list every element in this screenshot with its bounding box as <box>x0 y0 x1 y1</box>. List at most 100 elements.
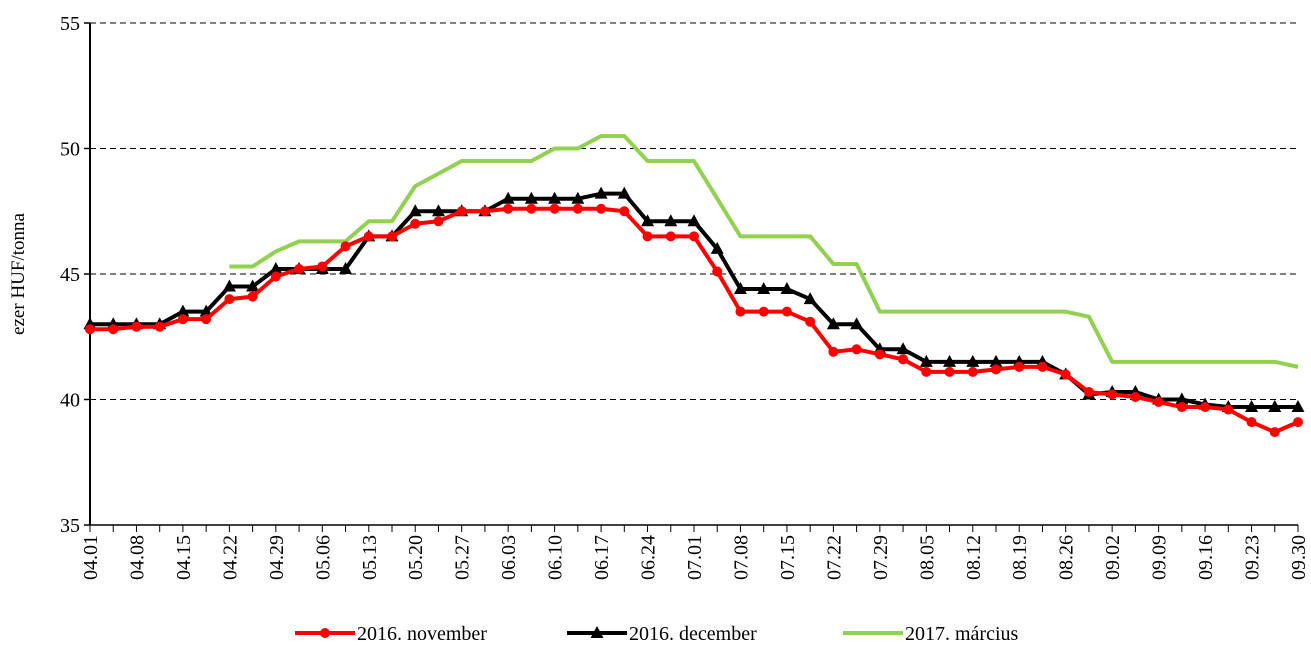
data-point <box>944 366 955 377</box>
data-point <box>1130 391 1141 402</box>
data-point <box>1014 361 1025 372</box>
x-tick-label: 09.09 <box>1149 535 1171 580</box>
x-tick-label: 09.30 <box>1288 535 1310 580</box>
x-tick-label: 07.15 <box>777 535 799 580</box>
data-point <box>1083 386 1094 397</box>
data-point <box>410 218 421 229</box>
x-tick-label: 08.05 <box>916 535 938 580</box>
y-axis-label: ezer HUF/tonna <box>8 213 29 335</box>
y-tick-label: 50 <box>60 139 80 161</box>
series-line <box>90 206 1299 435</box>
data-point <box>1153 397 1164 408</box>
data-point <box>712 266 723 277</box>
data-point <box>222 279 236 292</box>
data-point <box>989 354 1003 367</box>
data-point <box>131 321 142 332</box>
data-point <box>850 317 864 330</box>
legend-marker <box>590 626 604 638</box>
data-point <box>851 344 862 355</box>
y-tick-label: 35 <box>60 515 80 537</box>
data-point <box>479 206 490 217</box>
data-point <box>919 354 933 367</box>
data-point <box>1293 417 1303 428</box>
series-line <box>229 133 1299 369</box>
data-point <box>1107 389 1118 400</box>
data-point <box>85 324 95 335</box>
data-point <box>1269 427 1280 438</box>
x-tick-label: 04.29 <box>266 535 288 580</box>
data-point <box>1223 404 1234 415</box>
data-point <box>803 292 817 305</box>
data-point <box>269 261 283 274</box>
data-point <box>781 306 792 317</box>
x-tick-label: 07.22 <box>823 535 845 580</box>
y-tick-label: 55 <box>60 13 80 35</box>
x-tick-label: 07.29 <box>870 535 892 580</box>
data-point <box>1245 400 1259 413</box>
x-tick-label: 05.27 <box>452 535 474 580</box>
x-tick-label: 06.10 <box>545 535 567 580</box>
data-point <box>874 349 885 360</box>
x-tick-label: 09.23 <box>1242 535 1264 580</box>
x-tick-label: 05.13 <box>359 535 381 580</box>
x-tick-label: 09.16 <box>1195 535 1217 580</box>
data-point <box>572 203 583 214</box>
data-point <box>617 186 631 199</box>
legend-label: 2016. december <box>629 623 757 645</box>
data-point <box>1176 402 1187 413</box>
x-tick-label: 04.22 <box>219 535 241 580</box>
series-markers <box>85 203 1303 438</box>
x-tick-label: 06.24 <box>638 535 660 580</box>
data-point <box>967 366 978 377</box>
data-point <box>665 231 676 242</box>
y-tick-label: 45 <box>60 264 80 286</box>
y-tick-label: 40 <box>60 390 80 412</box>
data-point <box>387 231 397 242</box>
x-tick-label: 07.08 <box>730 535 752 580</box>
data-point <box>966 354 980 367</box>
data-point <box>896 342 910 355</box>
data-point <box>176 304 190 317</box>
data-point <box>758 306 769 317</box>
data-point <box>689 231 699 242</box>
data-point <box>433 216 444 227</box>
x-tick-label: 07.01 <box>684 535 706 580</box>
data-point <box>408 204 422 217</box>
data-point <box>641 214 655 227</box>
data-point <box>154 321 165 332</box>
legend-marker <box>320 628 330 638</box>
x-tick-label: 04.08 <box>126 535 148 580</box>
data-point <box>201 314 212 325</box>
data-point <box>339 261 353 274</box>
data-point <box>828 346 839 357</box>
data-point <box>619 206 630 217</box>
data-point <box>1246 417 1257 428</box>
data-point <box>1175 392 1189 405</box>
data-point <box>177 314 188 325</box>
data-point <box>1268 400 1282 413</box>
data-point <box>991 364 1001 375</box>
data-point <box>1037 361 1048 372</box>
data-point <box>1060 369 1071 380</box>
data-point <box>664 214 678 227</box>
legend-label: 2017. március <box>905 623 1019 645</box>
x-tick-label: 08.26 <box>1056 535 1078 580</box>
data-point <box>1200 402 1211 413</box>
data-point <box>431 204 445 217</box>
data-point <box>501 191 515 204</box>
data-point <box>294 263 305 274</box>
data-point <box>548 191 562 204</box>
data-point <box>898 354 909 365</box>
data-point <box>596 203 607 214</box>
data-point <box>943 354 957 367</box>
data-point <box>571 191 585 204</box>
x-tick-label: 04.01 <box>80 535 102 580</box>
data-point <box>642 231 653 242</box>
data-point <box>594 186 608 199</box>
data-point <box>780 282 794 295</box>
x-tick-label: 05.06 <box>312 535 334 580</box>
data-point <box>735 306 746 317</box>
data-point <box>710 241 724 254</box>
series-markers <box>83 186 1305 413</box>
